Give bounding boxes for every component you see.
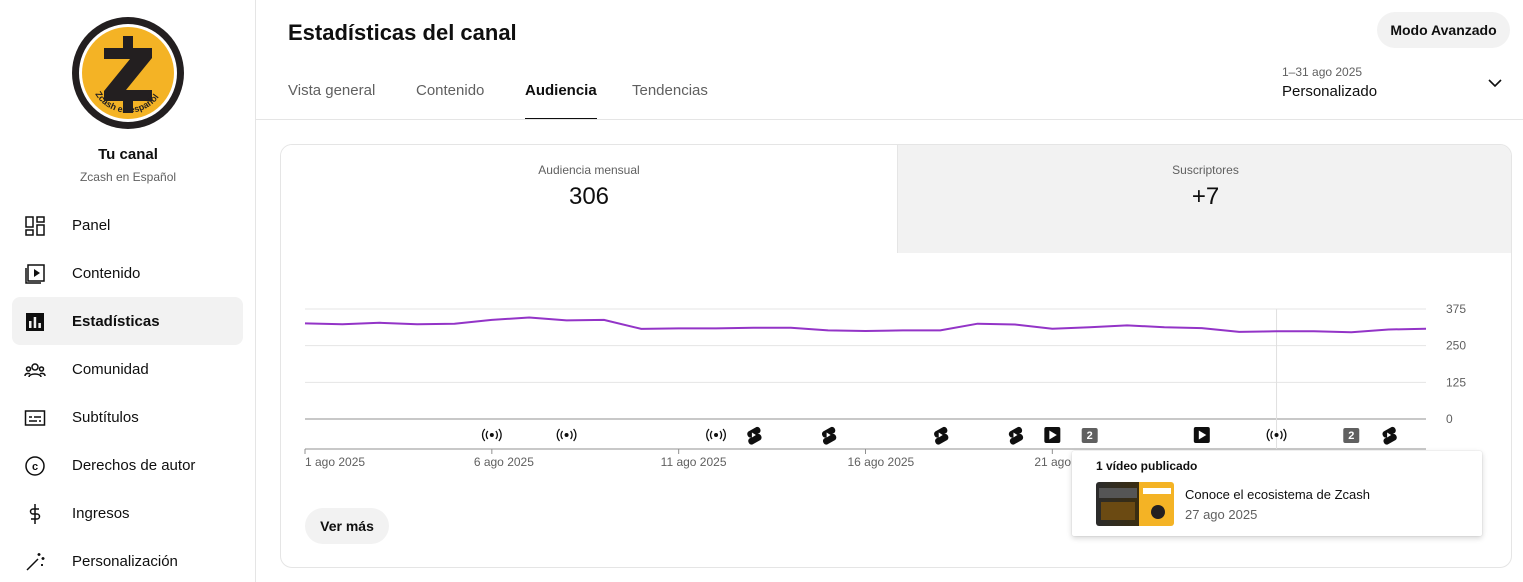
shorts-icon[interactable] <box>1008 426 1024 445</box>
page-title: Estadísticas del canal <box>288 20 517 45</box>
copyright-icon: c <box>25 456 45 476</box>
tooltip-video-title[interactable]: Conoce el ecosistema de Zcash <box>1185 487 1370 502</box>
x-tick-label: 1 ago 2025 <box>305 455 365 469</box>
sidebar: Zcash en español Tu canal Zcash en Españ… <box>0 0 256 582</box>
y-tick-label: 0 <box>1446 412 1453 426</box>
live-icon[interactable] <box>481 428 502 442</box>
subtitles-icon <box>24 410 46 426</box>
channel-title: Tu canal <box>98 146 158 163</box>
metric-subscribers[interactable]: Suscriptores +7 <box>897 145 1511 253</box>
header-divider <box>256 119 1523 120</box>
sidebar-item-label: Contenido <box>72 264 141 282</box>
x-tick-label: 16 ago 2025 <box>848 455 915 469</box>
video-thumbnail[interactable] <box>1096 482 1174 526</box>
zcash-logo-icon: Zcash en español <box>72 17 184 129</box>
live-icon[interactable] <box>706 428 726 442</box>
channel-name: Zcash en Español <box>79 170 177 184</box>
y-tick-label: 375 <box>1446 302 1466 316</box>
sidebar-item-label: Comunidad <box>72 360 149 378</box>
sidebar-item-label: Subtítulos <box>72 408 139 426</box>
sidebar-item-panel[interactable]: Panel <box>12 201 243 249</box>
tab-audiencia[interactable]: Audiencia <box>525 82 597 120</box>
event-count-label: 2 <box>1087 430 1093 442</box>
chevron-down-icon <box>1488 79 1502 88</box>
count-badge[interactable]: 2 <box>1343 428 1360 443</box>
sidebar-item-comunidad[interactable]: Comunidad <box>12 345 243 393</box>
shorts-icon[interactable] <box>1382 426 1397 445</box>
metric-label: Suscriptores <box>1172 163 1239 177</box>
content-icon <box>25 264 45 284</box>
tab-tendencias[interactable]: Tendencias <box>632 82 708 99</box>
sidebar-item-label: Personalización <box>72 552 178 570</box>
dashboard-icon <box>25 216 45 236</box>
thumbnail-image <box>1099 488 1171 520</box>
metric-label: Audiencia mensual <box>538 163 640 177</box>
tab-contenido[interactable]: Contenido <box>416 82 485 99</box>
shorts-icon[interactable] <box>747 426 762 445</box>
shorts-icon[interactable] <box>822 426 837 445</box>
live-icon[interactable] <box>1266 428 1287 442</box>
dollar-icon <box>29 504 41 524</box>
y-tick-label: 125 <box>1446 375 1466 389</box>
video-icon[interactable] <box>1044 427 1061 443</box>
channel-avatar[interactable]: Zcash en español <box>72 17 184 129</box>
sidebar-nav: Panel Contenido Estadísticas Comunidad <box>12 201 243 582</box>
sidebar-item-derechos[interactable]: c Derechos de autor <box>12 441 243 489</box>
advanced-mode-button[interactable]: Modo Avanzado <box>1377 12 1510 48</box>
community-icon <box>24 363 46 378</box>
magic-wand-icon <box>26 553 45 571</box>
video-icon[interactable] <box>1193 427 1210 443</box>
sidebar-item-label: Ingresos <box>72 504 130 522</box>
sidebar-item-ingresos[interactable]: Ingresos <box>12 489 243 537</box>
x-tick-label: 11 ago 2025 <box>661 455 727 469</box>
tooltip-title: 1 vídeo publicado <box>1096 459 1198 473</box>
published-video-tooltip: 1 vídeo publicado Conoce el ecosistema d… <box>1072 451 1482 536</box>
sidebar-item-contenido[interactable]: Contenido <box>12 249 243 297</box>
date-range-picker[interactable]: 1–31 ago 2025 Personalizado <box>1282 62 1510 106</box>
sidebar-item-label: Estadísticas <box>72 312 160 330</box>
x-tick-label: 6 ago 2025 <box>474 455 534 469</box>
metric-value: +7 <box>1191 183 1220 210</box>
count-badge[interactable]: 2 <box>1081 428 1098 443</box>
metric-monthly-audience[interactable]: Audiencia mensual 306 <box>281 145 897 253</box>
event-count-label: 2 <box>1348 430 1354 442</box>
series-line <box>304 316 1427 334</box>
shorts-icon[interactable] <box>934 426 949 445</box>
sidebar-item-label: Panel <box>72 216 111 234</box>
see-more-button[interactable]: Ver más <box>305 508 389 544</box>
metric-value: 306 <box>568 183 610 210</box>
sidebar-item-estadisticas[interactable]: Estadísticas <box>12 297 243 345</box>
sidebar-item-personalizacion[interactable]: Personalización <box>12 537 243 582</box>
audience-line-chart[interactable]: 2 2 0 125 250 375 1 ago 2025 6 ago 2025 11 ago … <box>281 145 1512 568</box>
analytics-icon <box>26 313 44 331</box>
tooltip-video-date: 27 ago 2025 <box>1185 507 1258 522</box>
y-tick-label: 250 <box>1446 339 1466 353</box>
date-range-text: 1–31 ago 2025 <box>1282 65 1363 79</box>
live-icon[interactable] <box>556 428 577 442</box>
tab-vista-general[interactable]: Vista general <box>288 82 376 99</box>
date-mode-text: Personalizado <box>1282 83 1378 100</box>
sidebar-item-label: Derechos de autor <box>72 456 196 474</box>
sidebar-item-subtitulos[interactable]: Subtítulos <box>12 393 243 441</box>
svg-text:c: c <box>32 461 38 473</box>
